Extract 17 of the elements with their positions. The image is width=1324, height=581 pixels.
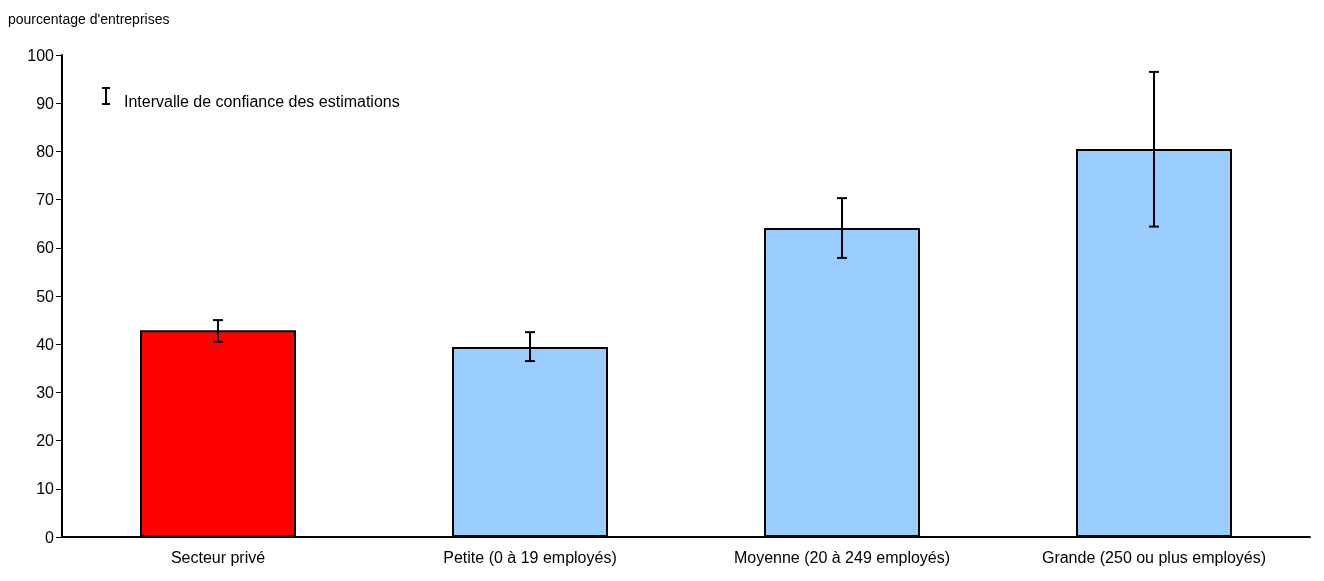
x-tick-label: Moyenne (20 à 249 employés) xyxy=(733,548,951,566)
y-tick-label: 0 xyxy=(45,528,55,546)
y-tick-label: 40 xyxy=(36,335,55,353)
y-tick-label: 60 xyxy=(36,239,55,257)
y-tick-label: 100 xyxy=(27,46,55,64)
x-tick-label: Secteur privé xyxy=(170,548,266,566)
y-tick-label: 80 xyxy=(36,142,55,160)
y-tick-label: 70 xyxy=(36,191,55,209)
x-tick-label: Grande (250 ou plus employés) xyxy=(1041,548,1267,566)
y-tick-label: 20 xyxy=(36,432,55,450)
y-tick-label: 90 xyxy=(36,94,55,112)
y-tick-label: 50 xyxy=(36,287,55,305)
y-axis-title: pourcentage d'entreprises xyxy=(8,11,170,27)
annotation: Intervalle de confiance des estimations xyxy=(124,92,400,110)
y-tick-label: 10 xyxy=(36,480,55,498)
y-tick-label: 30 xyxy=(36,383,55,401)
x-tick-label: Petite (0 à 19 employés) xyxy=(443,548,617,566)
